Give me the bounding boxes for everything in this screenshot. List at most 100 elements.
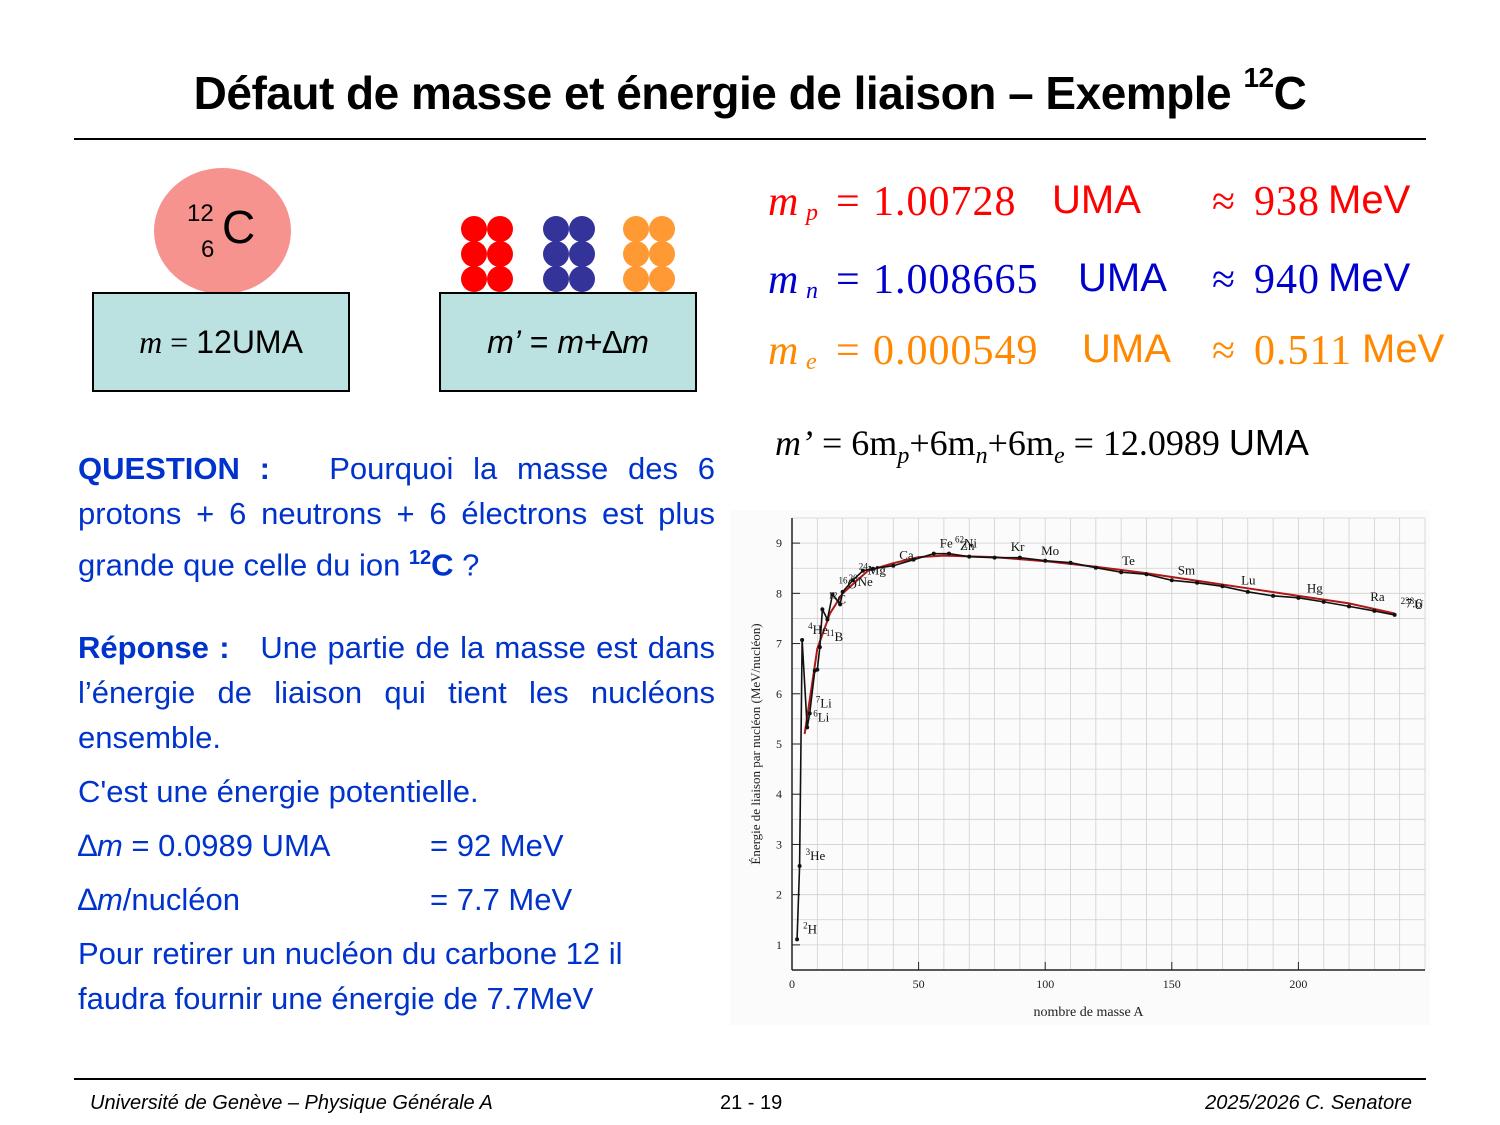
mprime-var: m’ [487, 323, 521, 360]
mass-sub: e [806, 349, 817, 375]
element-annotation: Mo [1041, 543, 1059, 558]
isotope-symbol: C [222, 201, 256, 253]
mass-sym: m [768, 179, 799, 225]
neutron-ball [543, 266, 569, 292]
mass-num: 1.008665 [873, 257, 1039, 303]
mass-eq: = [836, 328, 860, 374]
mass-eq: = [836, 179, 860, 225]
element-annotation: Hg [1307, 580, 1323, 595]
isotope-atomic-number: 6 [201, 236, 215, 263]
proton-ball [487, 216, 513, 242]
neutron-ball [543, 241, 569, 267]
mprime-sub-n: n [975, 443, 988, 470]
data-point [850, 578, 855, 583]
mass-mev: MeV [1362, 327, 1445, 371]
element-annotation: 62Ni [955, 535, 977, 551]
neutron-ball [543, 216, 569, 242]
data-point [871, 566, 876, 571]
data-point [1169, 578, 1174, 583]
question-element: C [431, 547, 454, 583]
proton-ball [487, 241, 513, 267]
mass-mev-num: 938 [1254, 179, 1320, 225]
data-point [1245, 589, 1250, 594]
mprime-plus-delta: +∆ [583, 323, 623, 360]
dm-delta: ∆ [78, 828, 97, 863]
title-text: Défaut de masse et énergie de liaison – … [193, 67, 1244, 119]
x-tick-label: 150 [1163, 977, 1181, 991]
proton-ball [461, 266, 487, 292]
isotope-mass-number: 12 [187, 200, 214, 227]
y-tick-label: 9 [776, 536, 782, 550]
element-annotation: 238U [1401, 596, 1425, 612]
proton-ball [461, 241, 487, 267]
mass-uma: UMA [1078, 256, 1167, 300]
neutron-ball [569, 216, 595, 242]
element-annotation: Sm [1178, 562, 1195, 577]
element-annotation: 11B [826, 628, 844, 644]
y-tick-label: 7 [776, 637, 782, 651]
mass-value: 12UMA [196, 323, 303, 360]
question-block: QUESTION : Pourquoi la masse des 6 proto… [78, 446, 715, 587]
mass-line-n: m n = 1.008665 UMA ≈940 MeV [768, 256, 1468, 316]
electron-ball [649, 216, 675, 242]
proton-ball [461, 216, 487, 242]
footer-left: Université de Genève – Physique Générale… [90, 1092, 493, 1114]
mass-num: 1.00728 [873, 179, 1017, 225]
y-tick-label: 6 [776, 687, 782, 701]
data-point [797, 864, 802, 869]
question-mass-number: 12 [408, 547, 432, 569]
mprime-rhs1: = 6m [813, 423, 898, 463]
data-point [840, 589, 845, 594]
mass-approx: ≈ [1212, 179, 1236, 225]
dmn-label: /nucléon [122, 882, 241, 917]
dmn-energy: = 7.7 MeV [430, 882, 573, 917]
question-end: ? [453, 547, 480, 583]
data-point [911, 557, 916, 562]
data-point [820, 607, 825, 612]
top-divider [74, 138, 1426, 140]
x-tick-label: 50 [913, 977, 925, 991]
dm-energy: = 92 MeV [430, 828, 564, 863]
data-point [1271, 593, 1276, 598]
element-annotation: Ca [899, 548, 914, 563]
data-point [807, 711, 812, 716]
answer-block: Réponse : Une partie de la masse est dan… [78, 625, 715, 760]
mass-approx: ≈ [1212, 328, 1236, 374]
mass-box-nucleons: m’ = m +∆ m [439, 292, 697, 392]
mprime-rhs3: +6m [987, 423, 1054, 463]
element-annotation: Lu [1241, 572, 1256, 587]
element-annotation: 20Ne [849, 573, 873, 589]
mprime-lhs: m’ [775, 423, 813, 463]
data-point [1321, 599, 1326, 604]
y-tick-label: 8 [776, 586, 782, 600]
element-annotation: 7.6 [1406, 595, 1423, 610]
data-point [800, 638, 805, 643]
footer-right: 2025/2026 C. Senatore [1205, 1092, 1412, 1114]
mprime-equation: m’ = 6mp+6mn+6me = 12.0989 UMA [775, 422, 1309, 470]
title-mass-number: 12 [1243, 62, 1274, 93]
answer-potential: C'est une énergie potentielle. [78, 774, 479, 809]
element-annotation: 4He [808, 621, 828, 637]
element-annotation: Kr [1011, 539, 1025, 554]
element-annotation: 24Mg [859, 561, 887, 577]
mass-line-p: m p = 1.00728 UMA ≈938 MeV [768, 178, 1468, 238]
data-point [805, 725, 810, 730]
data-point [1043, 558, 1048, 563]
y-axis-label: Énergie de liaison par nucléon (MeV/nucl… [748, 623, 763, 864]
electron-ball [623, 216, 649, 242]
data-point [931, 551, 936, 556]
title-element: C [1273, 67, 1307, 119]
data-point [1296, 595, 1301, 600]
y-tick-label: 2 [776, 888, 782, 902]
element-annotation: 3He [806, 847, 826, 863]
data-point [1372, 608, 1377, 613]
y-tick-label: 4 [776, 787, 782, 801]
data-point [838, 602, 843, 607]
mass-mev: MeV [1328, 178, 1411, 222]
data-point [1119, 570, 1124, 575]
electron-ball [623, 266, 649, 292]
slide-title: Défaut de masse et énergie de liaison – … [0, 62, 1500, 120]
mass-mev: MeV [1328, 256, 1411, 300]
x-tick-label: 0 [789, 977, 795, 991]
data-point [795, 937, 800, 942]
